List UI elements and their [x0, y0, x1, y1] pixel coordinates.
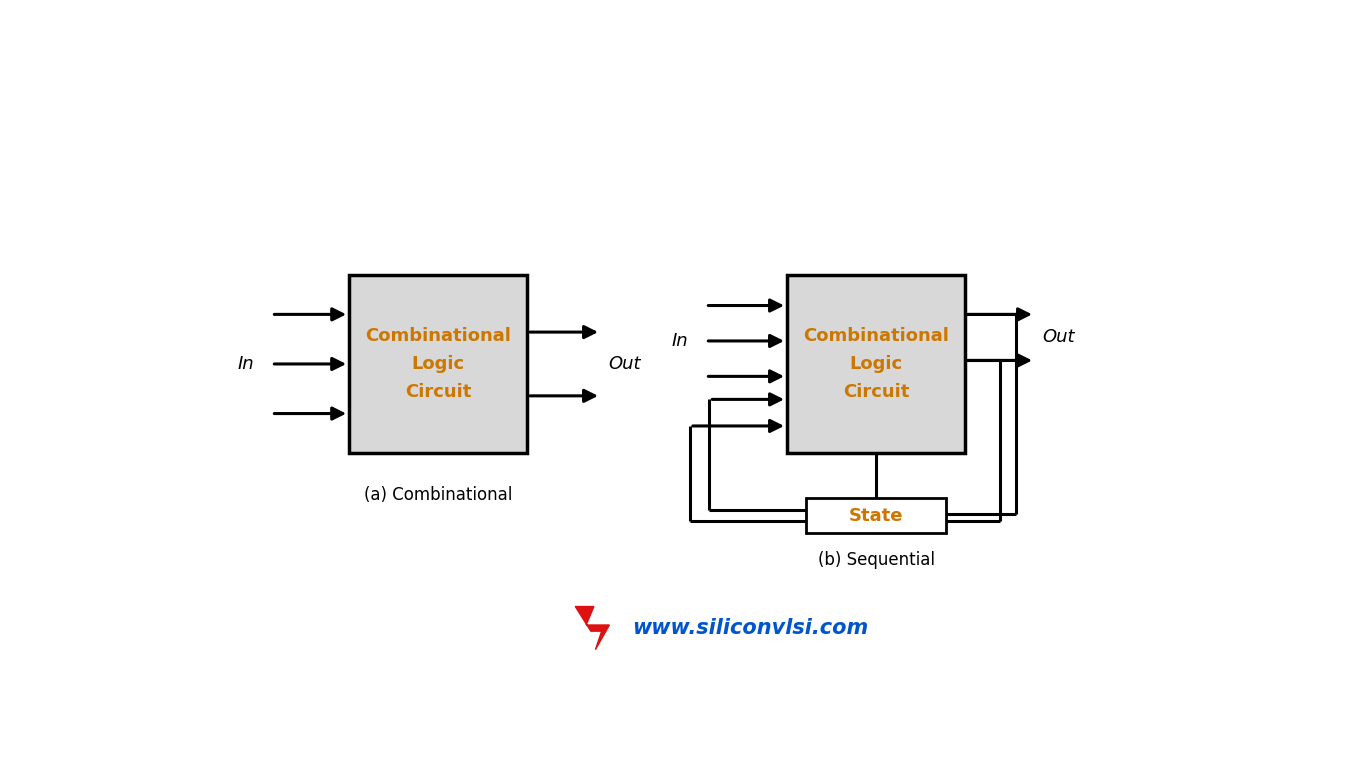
Bar [806, 498, 945, 533]
Text: State: State [848, 507, 903, 525]
Bar [787, 276, 966, 452]
Text: In: In [238, 355, 254, 373]
Text: Circuit: Circuit [404, 382, 471, 401]
Text: www.siliconvlsi.com: www.siliconvlsi.com [632, 618, 869, 638]
Text: Combinational: Combinational [803, 327, 949, 346]
Text: Circuit: Circuit [843, 382, 910, 401]
Text: In: In [672, 332, 688, 350]
Text: Combinational: Combinational [365, 327, 511, 346]
Bar [348, 276, 527, 452]
Text: Logic: Logic [850, 355, 903, 373]
Text: Out: Out [609, 355, 641, 373]
Polygon shape [575, 607, 609, 650]
Text: Out: Out [1042, 329, 1075, 346]
Text: Logic: Logic [411, 355, 464, 373]
Text: (a) Combinational: (a) Combinational [363, 486, 512, 504]
Text: (b) Sequential: (b) Sequential [817, 551, 934, 569]
